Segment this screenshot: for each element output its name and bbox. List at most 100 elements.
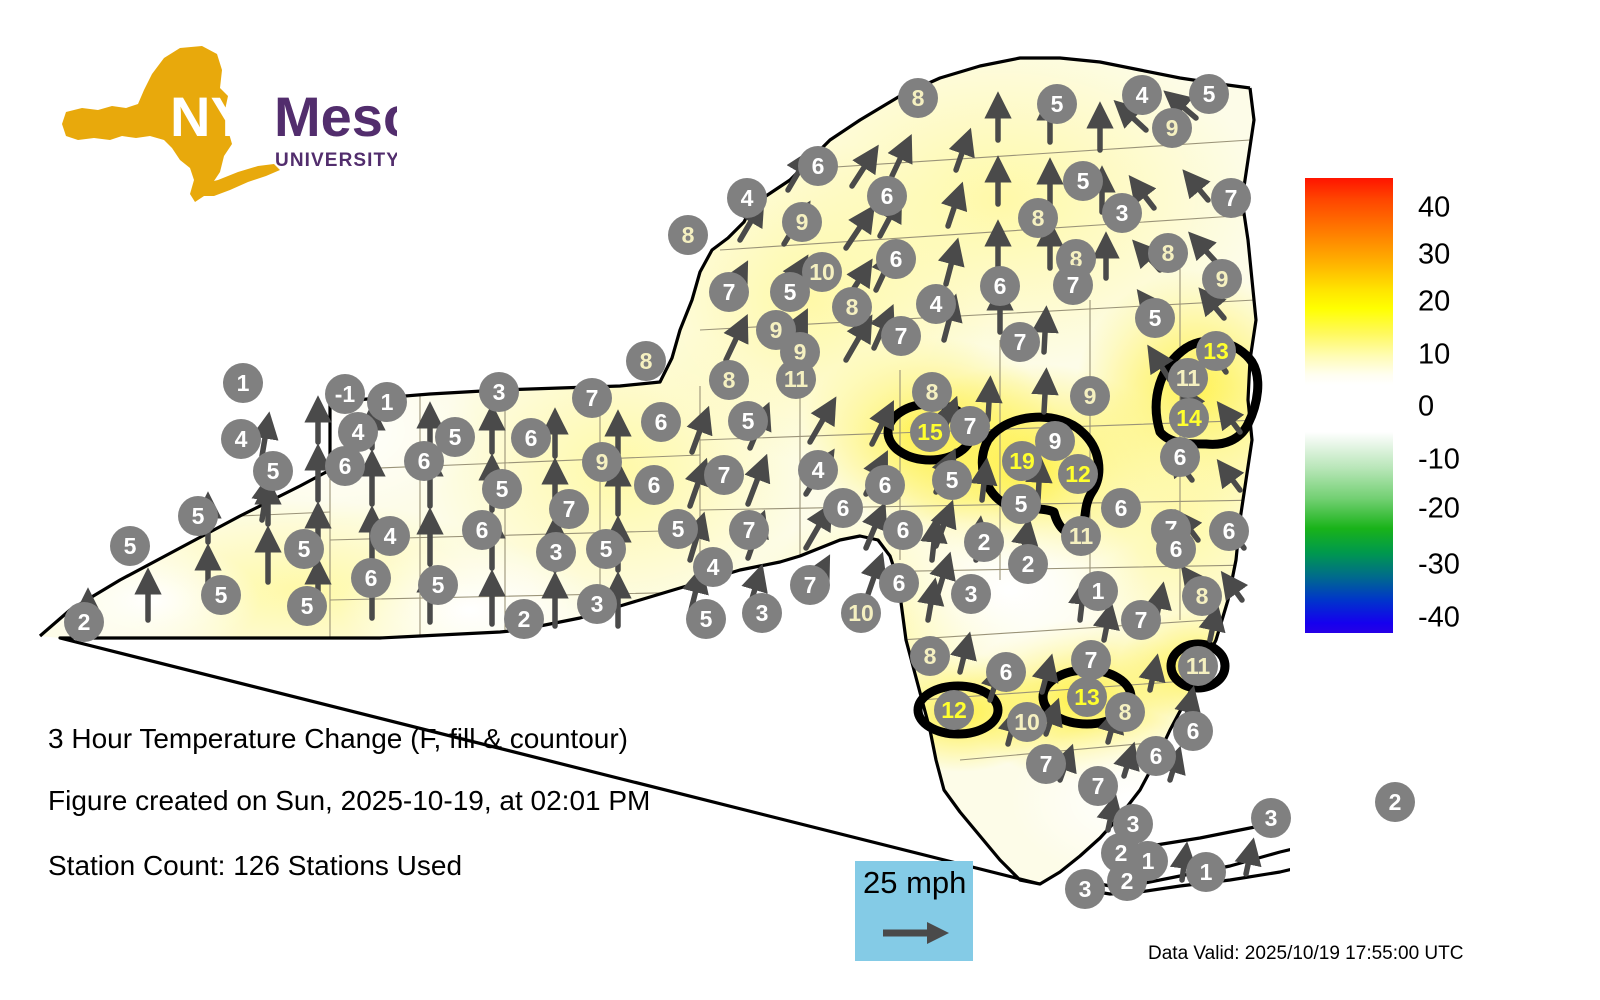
station-marker: 4	[727, 178, 767, 218]
station-marker: 5	[284, 529, 324, 569]
station-marker: 8	[1182, 576, 1222, 616]
station-marker: 8	[1018, 198, 1058, 238]
station-marker: 8	[912, 372, 952, 412]
station-marker: 5	[482, 469, 522, 509]
station-marker: 6	[1160, 437, 1200, 477]
station-marker: 4	[916, 284, 956, 324]
station-marker: 7	[950, 406, 990, 446]
station-marker: 6	[867, 176, 907, 216]
station-marker: 4	[1122, 75, 1162, 115]
colorbar-tick: 10	[1418, 338, 1451, 371]
station-marker: 5	[1135, 298, 1175, 338]
logo-nys-text: NYS	[170, 85, 285, 148]
station-marker: 6	[351, 558, 391, 598]
station-marker: 6	[980, 266, 1020, 306]
station-marker: 5	[1037, 84, 1077, 124]
station-marker: 4	[798, 450, 838, 490]
station-marker: 11	[776, 359, 816, 399]
station-marker: 5	[1189, 74, 1229, 114]
station-marker: 1	[367, 382, 407, 422]
station-count-text: Station Count: 126 Stations Used	[48, 850, 463, 881]
station-marker: 14	[1169, 398, 1209, 438]
colorbar-tick: 0	[1418, 390, 1435, 423]
station-marker: 9	[782, 202, 822, 242]
station-marker: 9	[582, 442, 622, 482]
station-marker: 6	[883, 510, 923, 550]
station-marker: 9	[1035, 421, 1075, 461]
station-marker: 7	[1121, 600, 1161, 640]
station-marker: 5	[770, 272, 810, 312]
station-marker: 6	[325, 446, 365, 486]
station-marker: 6	[1173, 711, 1213, 751]
station-marker: 7	[549, 489, 589, 529]
station-marker: 1	[1078, 571, 1118, 611]
station-marker: 5	[1063, 161, 1103, 201]
station-marker: 12	[934, 690, 974, 730]
station-marker: 1	[1128, 841, 1168, 881]
station-marker: 6	[1136, 736, 1176, 776]
station-marker: 5	[658, 509, 698, 549]
station-marker: 6	[1209, 511, 1249, 551]
logo-mesonet-text: Mesonet	[274, 85, 397, 148]
station-marker: 6	[1156, 529, 1196, 569]
station-marker: 5	[253, 451, 293, 491]
station-marker: 5	[287, 586, 327, 626]
station-marker: 19	[1002, 441, 1042, 481]
station-marker: 6	[865, 465, 905, 505]
station-marker: 7	[790, 565, 830, 605]
station-marker: 15	[910, 412, 950, 452]
station-marker: 8	[910, 636, 950, 676]
station-marker: 8	[709, 360, 749, 400]
station-marker: 9	[1070, 376, 1110, 416]
station-marker: 6	[1101, 488, 1141, 528]
station-marker: 1	[1186, 852, 1226, 892]
station-marker: 6	[462, 510, 502, 550]
station-marker: 2	[64, 602, 104, 642]
station-marker: 2	[1375, 782, 1415, 822]
station-marker: 5	[1001, 484, 1041, 524]
colorbar-tick: -40	[1418, 601, 1460, 634]
station-marker: 12	[1058, 454, 1098, 494]
station-marker: 2	[1008, 544, 1048, 584]
colorbar-cool-segment	[1305, 432, 1393, 633]
wind-speed-legend: 25 mph	[855, 861, 973, 961]
station-marker: -1	[325, 374, 365, 414]
station-marker: 6	[879, 563, 919, 603]
colorbar	[1305, 178, 1393, 633]
station-marker: 11	[1061, 516, 1101, 556]
station-marker: 11	[1168, 358, 1208, 398]
data-valid-timestamp: Data Valid: 2025/10/19 17:55:00 UTC	[1148, 943, 1464, 964]
colorbar-tick: -30	[1418, 548, 1460, 581]
station-marker: 8	[1105, 692, 1145, 732]
station-marker: 6	[798, 146, 838, 186]
station-marker: 6	[634, 465, 674, 505]
station-marker: 10	[1007, 702, 1047, 742]
station-marker: 2	[504, 599, 544, 639]
station-marker: 7	[729, 510, 769, 550]
station-marker: 7	[709, 272, 749, 312]
figure-created-text: Figure created on Sun, 2025-10-19, at 02…	[48, 785, 651, 816]
station-marker: 4	[693, 547, 733, 587]
colorbar-tick: -20	[1418, 492, 1460, 525]
station-marker: 3	[951, 574, 991, 614]
colorbar-tick: 40	[1418, 191, 1451, 224]
station-marker: 6	[823, 488, 863, 528]
station-marker: 6	[986, 652, 1026, 692]
colorbar-tick: -10	[1418, 443, 1460, 476]
logo-subtitle: UNIVERSITY AT ALBANY	[275, 150, 397, 171]
station-marker: 5	[178, 496, 218, 536]
station-marker: 2	[964, 522, 1004, 562]
station-marker: 3	[1065, 869, 1105, 909]
station-marker: 5	[110, 526, 150, 566]
station-marker: 8	[668, 215, 708, 255]
wind-arrow-icon	[883, 922, 949, 944]
station-marker: 4	[221, 419, 261, 459]
station-marker: 3	[1251, 798, 1291, 838]
station-marker: 5	[728, 401, 768, 441]
station-marker: 7	[1000, 322, 1040, 362]
station-marker: 2	[1107, 861, 1147, 901]
station-marker: 9	[1152, 108, 1192, 148]
station-marker: 3	[479, 372, 519, 412]
station-marker: 7	[1078, 766, 1118, 806]
station-marker: 5	[932, 460, 972, 500]
